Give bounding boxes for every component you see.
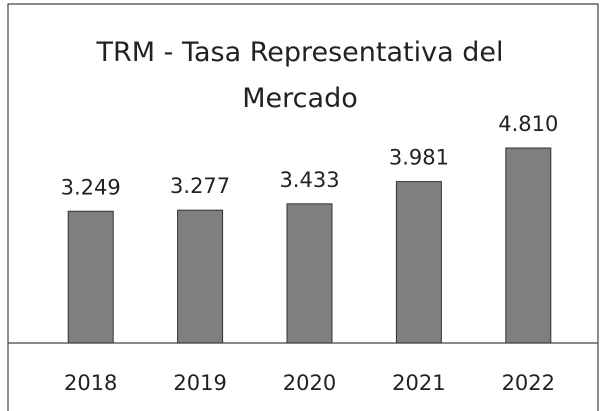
value-label: 4.810 xyxy=(498,112,558,136)
chart-border xyxy=(7,3,599,411)
value-label: 3.249 xyxy=(61,175,121,199)
value-label: 3.981 xyxy=(389,146,449,170)
x-tick-label: 2021 xyxy=(392,371,445,395)
chart-title: TRM - Tasa Representativa del Mercado xyxy=(96,37,504,114)
x-tick-label: 2018 xyxy=(64,371,117,395)
bar xyxy=(286,203,333,344)
x-tick-label: 2020 xyxy=(283,371,336,395)
x-tick-label: 2019 xyxy=(173,371,226,395)
bar xyxy=(505,147,552,344)
value-label: 3.433 xyxy=(279,168,339,192)
bar xyxy=(177,209,224,344)
bar xyxy=(395,181,442,344)
bar xyxy=(67,210,114,344)
x-tick-label: 2022 xyxy=(502,371,555,395)
value-label: 3.277 xyxy=(170,174,230,198)
